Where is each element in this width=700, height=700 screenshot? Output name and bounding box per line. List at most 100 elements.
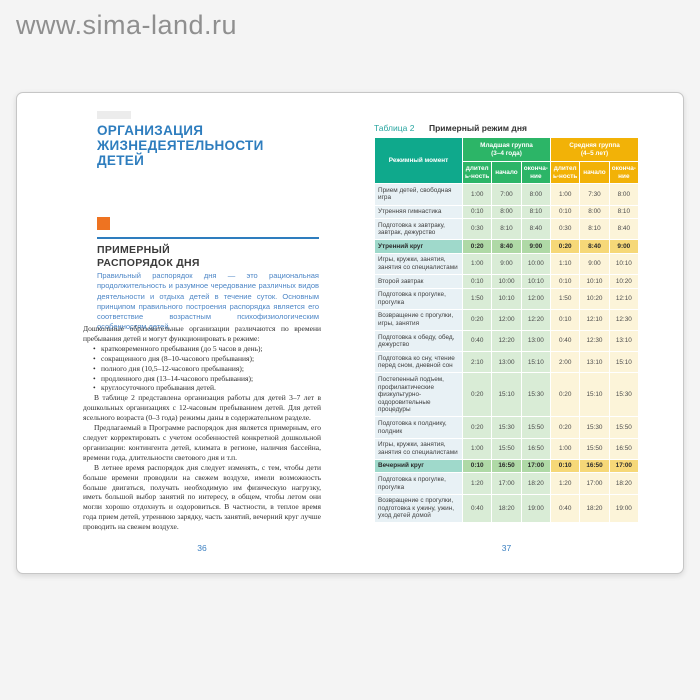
mode-list-item: продленного дня (13–14-часового пребыван… bbox=[93, 374, 321, 384]
paragraph-table-ref: В таблице 2 представлена организация раб… bbox=[83, 393, 321, 423]
subheader-duration-s: длитель-ность bbox=[551, 162, 580, 184]
row-label: Подготовка ко сну, чтение перед сном, дн… bbox=[375, 352, 463, 373]
time-cell: 12:10 bbox=[609, 288, 638, 309]
table-row: Игры, кружки, занятия, занятия со специа… bbox=[375, 253, 638, 275]
body-text: Дошкольные образовательные организации р… bbox=[83, 324, 321, 532]
time-cell: 17:00 bbox=[521, 459, 550, 473]
time-cell: 10:20 bbox=[609, 275, 638, 288]
time-cell: 15:50 bbox=[580, 438, 609, 459]
time-cell: 9:00 bbox=[609, 240, 638, 253]
header-regime-moment: Режимный момент bbox=[375, 138, 463, 184]
time-cell: 17:00 bbox=[580, 473, 609, 494]
table-row: Подготовка к завтраку, завтрак, дежурств… bbox=[375, 219, 638, 240]
time-cell: 15:30 bbox=[521, 373, 550, 417]
time-cell: 8:10 bbox=[580, 219, 609, 240]
time-cell: 7:30 bbox=[580, 184, 609, 205]
time-cell: 10:00 bbox=[521, 253, 550, 275]
time-cell: 12:20 bbox=[492, 331, 521, 352]
time-cell: 13:10 bbox=[580, 352, 609, 373]
time-cell: 17:00 bbox=[609, 459, 638, 473]
time-cell: 2:10 bbox=[463, 352, 492, 373]
subheader-start-m: начало bbox=[492, 162, 521, 184]
time-cell: 15:10 bbox=[521, 352, 550, 373]
time-cell: 12:30 bbox=[580, 331, 609, 352]
time-cell: 0:30 bbox=[463, 219, 492, 240]
time-cell: 8:00 bbox=[521, 184, 550, 205]
row-label: Подготовка к завтраку, завтрак, дежурств… bbox=[375, 219, 463, 240]
row-label: Подготовка к обеду, обед, дежурство bbox=[375, 331, 463, 352]
time-cell: 12:10 bbox=[580, 309, 609, 331]
time-cell: 16:50 bbox=[492, 459, 521, 473]
row-label: Подготовка к полднику, полдник bbox=[375, 417, 463, 438]
header-group-middle: Средняя группа (4–5 лет) bbox=[551, 138, 638, 162]
time-cell: 10:10 bbox=[521, 275, 550, 288]
time-cell: 0:10 bbox=[551, 309, 580, 331]
time-cell: 8:10 bbox=[492, 219, 521, 240]
subheader-end-s: оконча-ние bbox=[609, 162, 638, 184]
time-cell: 13:00 bbox=[492, 352, 521, 373]
time-cell: 0:20 bbox=[551, 417, 580, 438]
time-cell: 1:10 bbox=[551, 253, 580, 275]
time-cell: 0:10 bbox=[551, 459, 580, 473]
row-label: Утренний круг bbox=[375, 240, 463, 253]
row-label: Подготовка к прогулке, прогулка bbox=[375, 473, 463, 494]
watermark-url: www.sima-land.ru bbox=[16, 10, 238, 40]
time-cell: 17:00 bbox=[492, 473, 521, 494]
time-cell: 8:10 bbox=[609, 205, 638, 219]
time-cell: 0:10 bbox=[463, 459, 492, 473]
header-group-middle-age: (4–5 лет) bbox=[580, 149, 609, 157]
orange-square-marker bbox=[97, 217, 110, 230]
section-divider-line bbox=[97, 237, 319, 239]
time-cell: 0:20 bbox=[463, 240, 492, 253]
time-cell: 8:40 bbox=[609, 219, 638, 240]
table-row: Подготовка к прогулке, прогулка 1:50 10:10… bbox=[375, 288, 638, 309]
row-label: Игры, кружки, занятия, занятия со специа… bbox=[375, 253, 463, 275]
time-cell: 0:10 bbox=[551, 205, 580, 219]
time-cell: 15:10 bbox=[609, 352, 638, 373]
table-caption-label: Таблица 2 bbox=[374, 123, 415, 133]
row-label: Возвращение с прогулки, игры, занятия bbox=[375, 309, 463, 331]
page-number-left: 36 bbox=[197, 543, 207, 553]
time-cell: 15:50 bbox=[492, 438, 521, 459]
chapter-title: ОРГАНИЗАЦИЯ ЖИЗНЕДЕЯТЕЛЬНОСТИ ДЕТЕЙ bbox=[97, 123, 264, 168]
mode-list-item: полного дня (10,5–12-часового пребывания… bbox=[93, 364, 321, 374]
time-cell: 13:10 bbox=[609, 331, 638, 352]
time-cell: 1:50 bbox=[551, 288, 580, 309]
table-caption: Таблица 2 Примерный режим дня bbox=[374, 123, 639, 133]
time-cell: 16:50 bbox=[521, 438, 550, 459]
header-group-younger-age: (3–4 года) bbox=[491, 149, 522, 157]
time-cell: 0:10 bbox=[463, 275, 492, 288]
row-label: Возвращение с прогулки, подготовка к ужи… bbox=[375, 494, 463, 523]
paragraph-modes-lead: Дошкольные образовательные организации р… bbox=[83, 324, 321, 343]
time-cell: 9:00 bbox=[492, 253, 521, 275]
time-cell: 0:40 bbox=[463, 331, 492, 352]
time-cell: 12:00 bbox=[492, 309, 521, 331]
page-number-right: 37 bbox=[501, 543, 512, 553]
table-row: Подготовка к полднику, полдник 0:20 15:30 1… bbox=[375, 417, 638, 438]
table-header-groups: Режимный момент Младшая группа (3–4 года… bbox=[375, 138, 638, 184]
time-cell: 0:40 bbox=[551, 494, 580, 523]
time-cell: 1:00 bbox=[463, 253, 492, 275]
time-cell: 9:00 bbox=[521, 240, 550, 253]
section-title: ПРИМЕРНЫЙ РАСПОРЯДОК ДНЯ bbox=[97, 244, 200, 269]
schedule-table: Режимный момент Младшая группа (3–4 года… bbox=[374, 137, 639, 523]
time-cell: 8:40 bbox=[580, 240, 609, 253]
time-cell: 0:20 bbox=[551, 373, 580, 417]
table-row: Возвращение с прогулки, игры, занятия 0:2… bbox=[375, 309, 638, 331]
intro-paragraph: Правильный распорядок дня — это рационал… bbox=[97, 271, 319, 332]
time-cell: 1:00 bbox=[551, 438, 580, 459]
header-group-middle-title: Средняя группа bbox=[569, 142, 620, 149]
time-cell: 1:20 bbox=[551, 473, 580, 494]
header-group-younger: Младшая группа (3–4 года) bbox=[463, 138, 550, 162]
table-header-subcolumns: длитель-ность начало оконча-ние длитель-… bbox=[375, 162, 638, 184]
time-cell: 19:00 bbox=[521, 494, 550, 523]
time-cell: 15:30 bbox=[580, 417, 609, 438]
row-label: Второй завтрак bbox=[375, 275, 463, 288]
table-row: Второй завтрак 0:10 10:00 10:10 0:10 10:10 10:… bbox=[375, 275, 638, 288]
time-cell: 16:50 bbox=[609, 438, 638, 459]
time-cell: 12:00 bbox=[521, 288, 550, 309]
time-cell: 2:00 bbox=[551, 352, 580, 373]
row-label: Вечерний круг bbox=[375, 459, 463, 473]
time-cell: 0:20 bbox=[463, 309, 492, 331]
time-cell: 1:00 bbox=[463, 184, 492, 205]
